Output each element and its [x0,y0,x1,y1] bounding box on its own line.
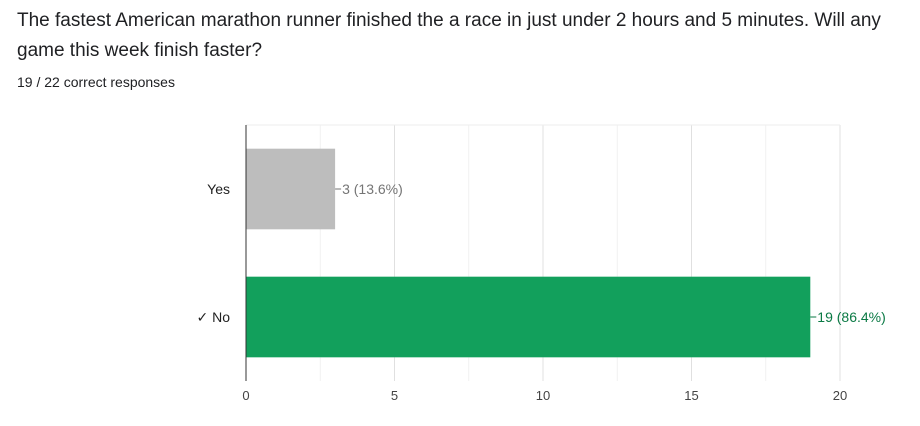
correct-responses-summary: 19 / 22 correct responses [17,74,175,90]
labels: 3 (13.6%) Yes 19 (86.4%) ✓ No [196,181,885,325]
category-label: ✓ No [196,309,230,325]
category-label: Yes [207,181,230,197]
x-tick-label: 20 [833,388,847,403]
x-tick-label: 5 [391,388,398,403]
data-label: 3 (13.6%) [342,181,403,197]
bar-0 [246,148,336,230]
x-tick-label: 10 [536,388,550,403]
x-tick-label: 15 [684,388,698,403]
axes: 0 5 10 15 20 [242,125,847,403]
data-label: 19 (86.4%) [817,309,885,325]
x-tick-label: 0 [242,388,249,403]
question-title: The fastest American marathon runner fin… [17,10,881,61]
bars [246,148,811,358]
bar-1 [246,276,811,358]
